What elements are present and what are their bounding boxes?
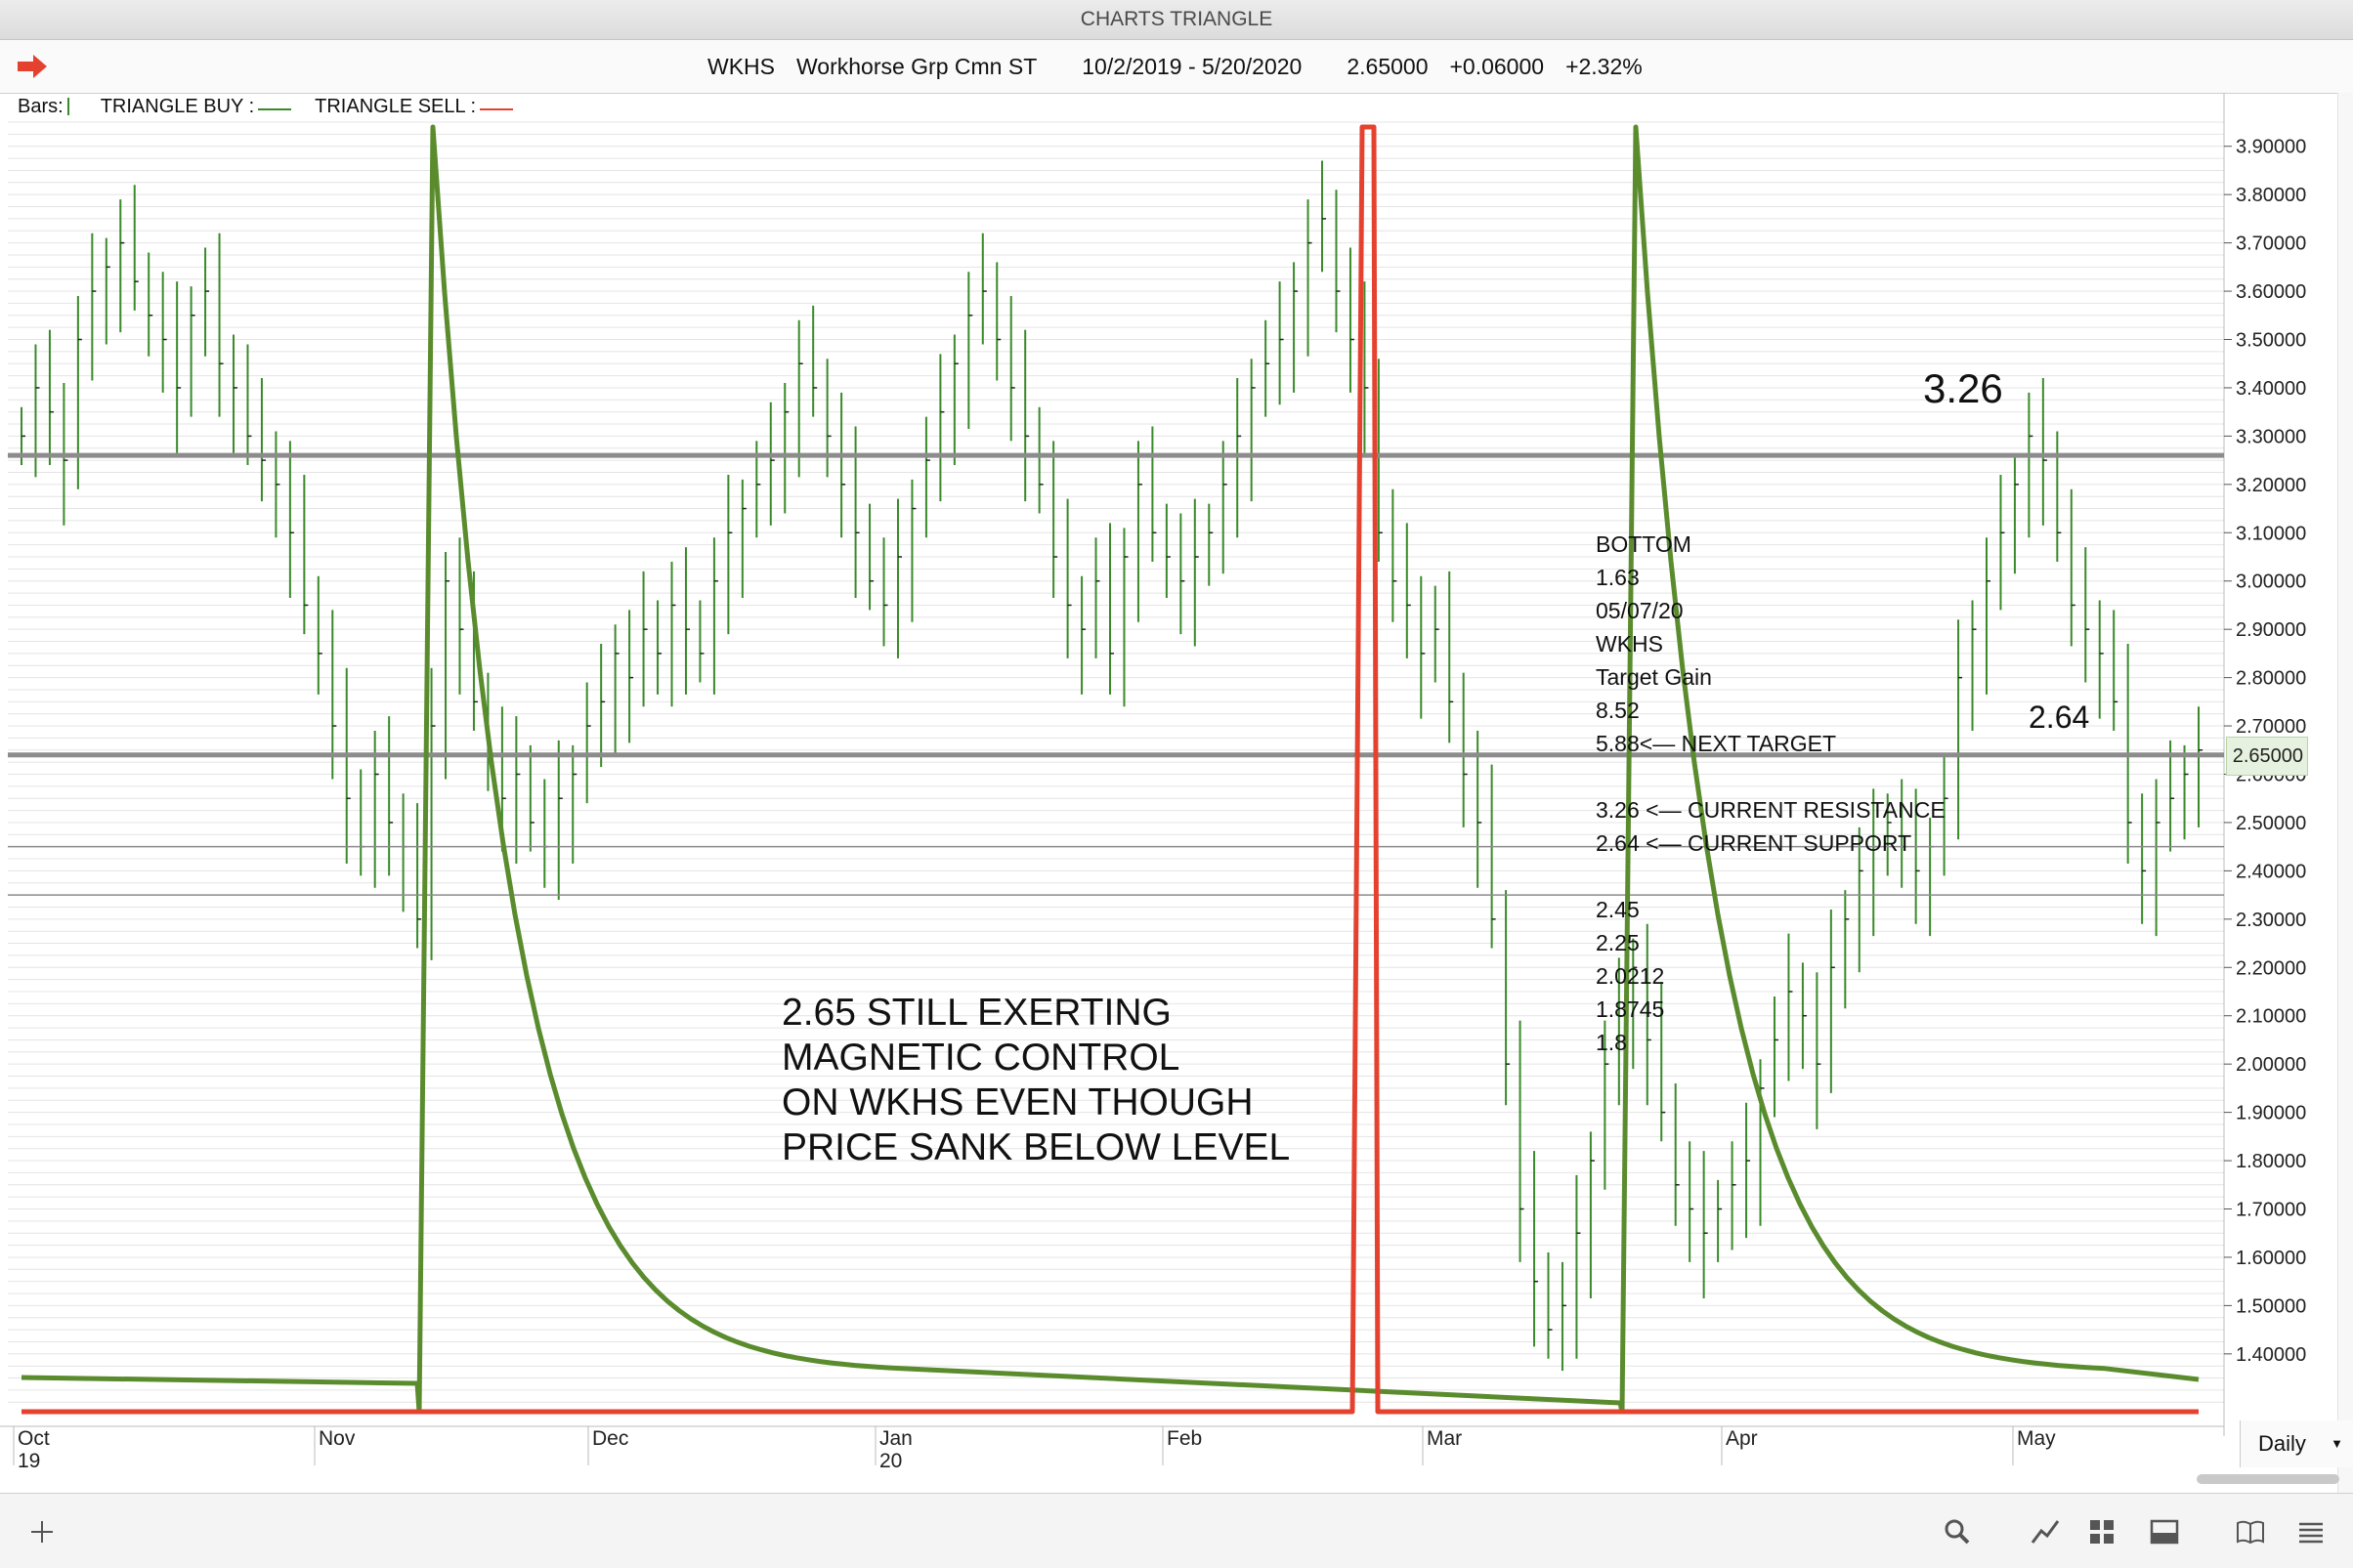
note-line: PRICE SANK BELOW LEVEL: [782, 1126, 1291, 1168]
company-name: Workhorse Grp Cmn ST: [796, 54, 1038, 79]
vertical-scrollbar[interactable]: [2337, 93, 2353, 1493]
y-tick-label: 3.70000: [2236, 233, 2306, 255]
y-tick-label: 1.40000: [2236, 1344, 2306, 1366]
y-tick-label: 3.00000: [2236, 572, 2306, 593]
y-tick-label: 3.50000: [2236, 330, 2306, 352]
legend: Bars: TRIANGLE BUY : TRIANGLE SELL :: [18, 96, 514, 118]
note-line: MAGNETIC CONTROL: [782, 1037, 1180, 1079]
x-tick-label: Oct: [18, 1427, 50, 1450]
y-tick-label: 2.20000: [2236, 957, 2306, 979]
horizontal-scroll-thumb[interactable]: [2197, 1474, 2339, 1484]
y-tick-label: 1.60000: [2236, 1248, 2306, 1269]
interval-label: Daily: [2258, 1431, 2306, 1456]
levels-notes: BOTTOM 1.63 05/07/20 WKHS Target Gain 8.…: [1596, 528, 1946, 1059]
bottom-date: 05/07/20: [1596, 598, 1684, 623]
book-icon[interactable]: [2234, 1515, 2267, 1548]
y-tick-label: 2.00000: [2236, 1054, 2306, 1076]
x-tick-label: Jan: [879, 1427, 913, 1450]
y-tick-label: 2.10000: [2236, 1006, 2306, 1028]
level-1: 2.45: [1596, 897, 1640, 922]
x-tick-label: Apr: [1726, 1427, 1758, 1450]
y-tick-label: 1.50000: [2236, 1295, 2306, 1317]
y-tick-label: 2.40000: [2236, 861, 2306, 882]
bottom-toolbar: [0, 1493, 2353, 1568]
level-2: 2.25: [1596, 930, 1640, 955]
y-tick-label: 2.80000: [2236, 668, 2306, 690]
y-tick-label: 3.10000: [2236, 523, 2306, 544]
bottom-label: BOTTOM: [1596, 531, 1691, 557]
x-tick-sublabel: 19: [18, 1450, 40, 1472]
y-tick-label: 2.70000: [2236, 716, 2306, 738]
grid-layer: [0, 93, 2225, 1436]
interval-selector[interactable]: Daily ▼: [2240, 1420, 2353, 1467]
bars-swatch: [66, 98, 79, 115]
grid-icon[interactable]: [2085, 1515, 2118, 1548]
note-line: ON WKHS EVEN THOUGH: [782, 1081, 1254, 1123]
list-icon[interactable]: [2294, 1515, 2328, 1548]
legend-sell-label: TRIANGLE SELL :: [315, 96, 477, 117]
y-tick-label: 2.50000: [2236, 813, 2306, 834]
level-lines: [8, 452, 2224, 896]
support-callout: 2.64: [2029, 699, 2090, 735]
quote-line: WKHS Workhorse Grp Cmn ST 10/2/2019 - 5/20…: [707, 54, 1664, 80]
date-range: 10/2/2019 - 5/20/2020: [1082, 54, 1303, 79]
note-line: 2.65 STILL EXERTING: [782, 992, 1172, 1034]
y-tick-label: 1.80000: [2236, 1151, 2306, 1172]
target-label: Target Gain: [1596, 664, 1712, 690]
y-tick-label: 3.90000: [2236, 137, 2306, 158]
level-3: 2.0212: [1596, 963, 1665, 989]
y-tick-label: 3.40000: [2236, 378, 2306, 400]
quote-header: WKHS Workhorse Grp Cmn ST 10/2/2019 - 5/20…: [0, 40, 2353, 94]
buy-swatch: [258, 108, 292, 110]
triangle-indicators: [21, 124, 2200, 1415]
bottom-value: 1.63: [1596, 565, 1640, 590]
level-5: 1.8: [1596, 1030, 1627, 1055]
y-tick-label: 3.60000: [2236, 281, 2306, 303]
add-icon[interactable]: [25, 1515, 59, 1548]
y-tick-label: 2.30000: [2236, 910, 2306, 931]
symbol: WKHS: [707, 54, 775, 79]
current-support: 2.64 <— CURRENT SUPPORT: [1596, 830, 1912, 856]
chart-note: 2.65 STILL EXERTING MAGNETIC CONTROL ON …: [782, 991, 1290, 1170]
notes-symbol: WKHS: [1596, 631, 1663, 657]
price-change: +0.06000: [1449, 54, 1545, 79]
target-value: 8.52: [1596, 698, 1640, 723]
legend-bars-label: Bars:: [18, 96, 64, 117]
layout-icon[interactable]: [2148, 1515, 2181, 1548]
draw-icon[interactable]: [2029, 1515, 2062, 1548]
y-tick-label: 1.90000: [2236, 1103, 2306, 1124]
next-target: 5.88<— NEXT TARGET: [1596, 731, 1837, 756]
price-change-pct: +2.32%: [1565, 54, 1643, 79]
triangle-buy-line: [21, 124, 2200, 1415]
legend-buy-label: TRIANGLE BUY :: [100, 96, 255, 117]
window-title: CHARTS TRIANGLE: [0, 0, 2353, 40]
y-tick-label: 3.30000: [2236, 426, 2306, 447]
back-arrow-icon[interactable]: [16, 52, 49, 81]
x-tick-label: Nov: [319, 1427, 356, 1450]
current-resistance: 3.26 <— CURRENT RESISTANCE: [1596, 797, 1946, 823]
last-price: 2.65000: [1347, 54, 1429, 79]
y-tick-label: 3.80000: [2236, 185, 2306, 206]
y-tick-label: 3.20000: [2236, 475, 2306, 496]
x-tick-label: May: [2017, 1427, 2056, 1450]
x-tick-label: Feb: [1167, 1427, 1202, 1450]
y-tick-label: 2.90000: [2236, 619, 2306, 641]
price-chart[interactable]: 3.90000 3.80000 3.70000 3.60000 3.50000 3.400…: [0, 93, 2353, 1493]
level-4: 1.8745: [1596, 996, 1665, 1022]
triangle-sell-line: [21, 124, 2199, 1415]
sell-swatch: [480, 108, 514, 110]
chevron-down-icon: ▼: [2331, 1436, 2343, 1451]
y-tick-label: 1.70000: [2236, 1200, 2306, 1221]
search-icon[interactable]: [1941, 1515, 1974, 1548]
x-tick-label: Mar: [1427, 1427, 1462, 1450]
x-tick-label: Dec: [592, 1427, 628, 1450]
x-tick-sublabel: 20: [879, 1450, 902, 1472]
current-price-tag: 2.65000: [2226, 737, 2308, 776]
resistance-callout: 3.26: [1923, 365, 2003, 411]
